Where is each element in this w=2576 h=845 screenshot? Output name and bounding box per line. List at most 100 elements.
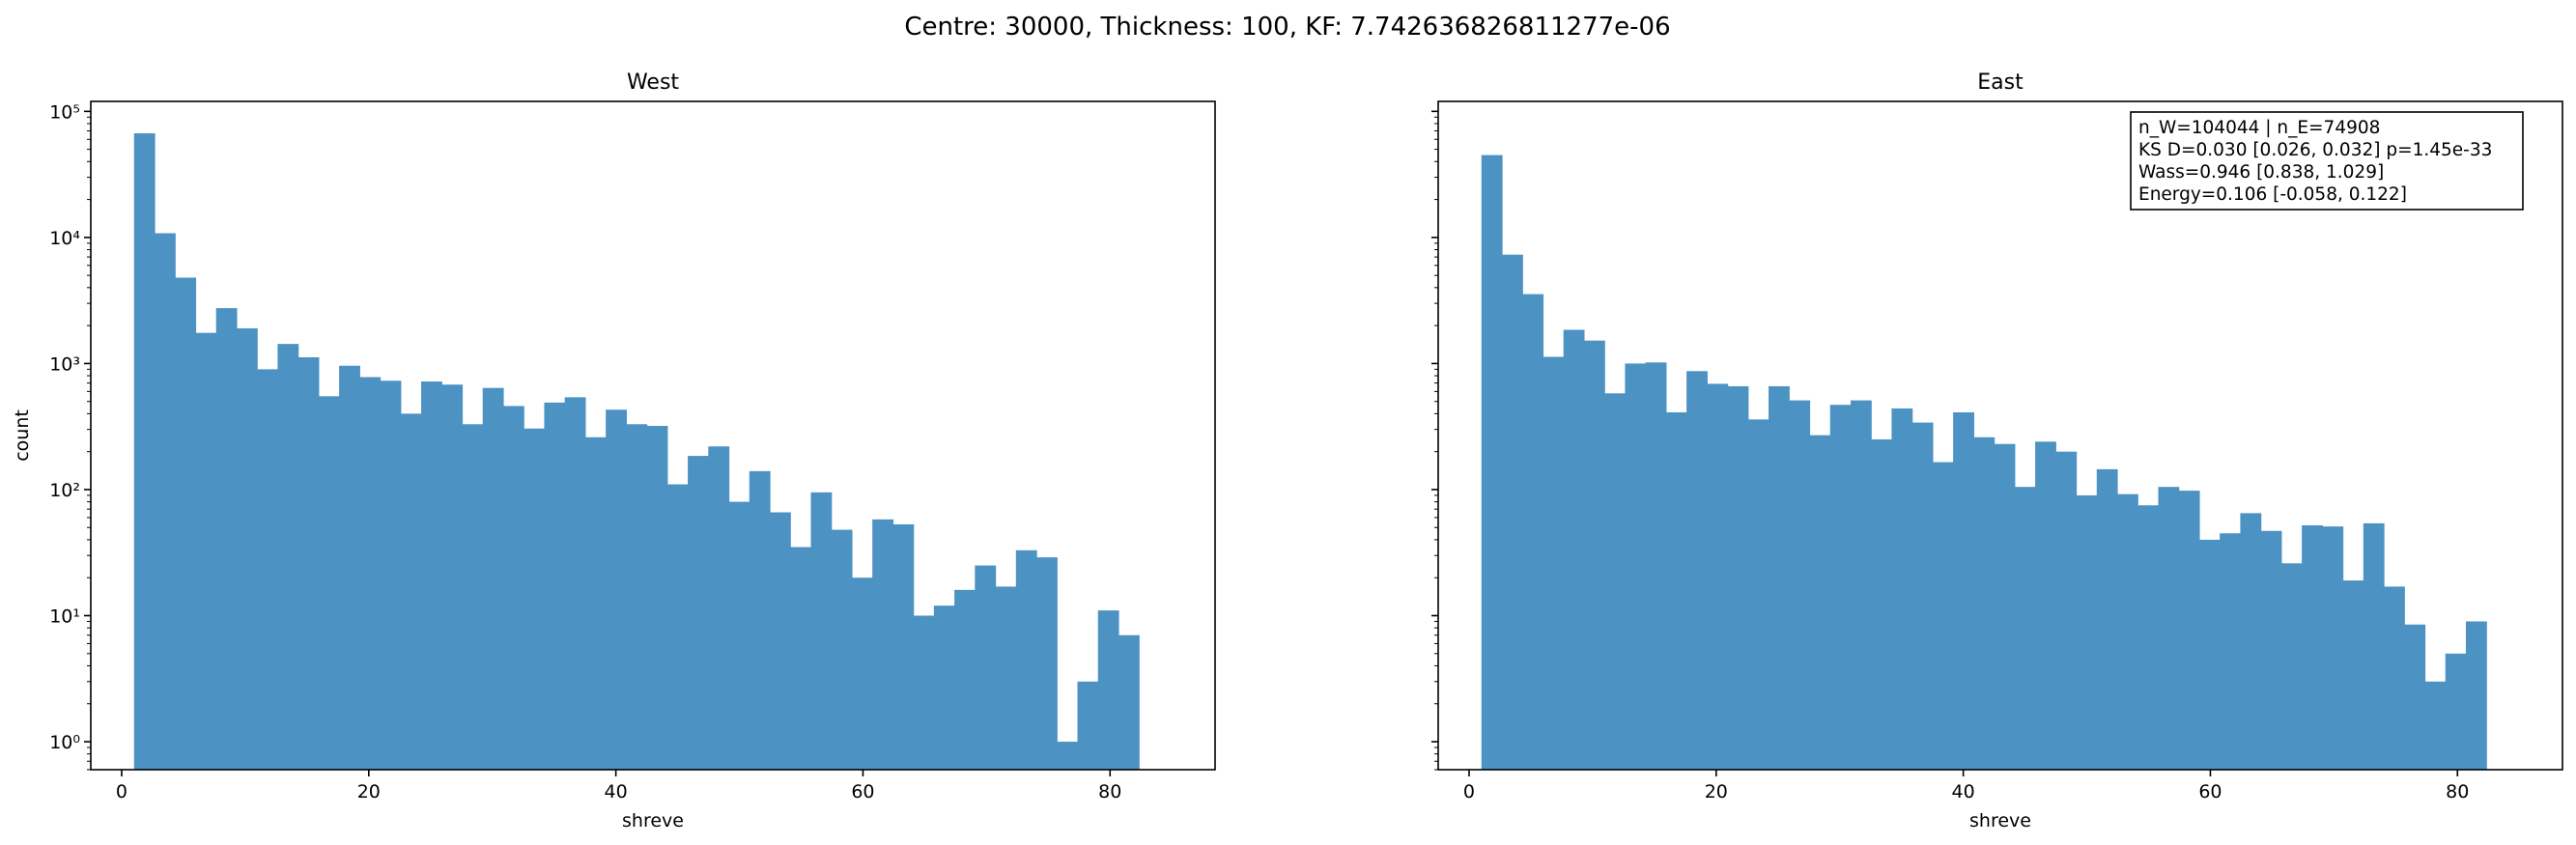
west-bar xyxy=(175,277,197,770)
east-bar xyxy=(1481,155,1503,771)
west-bar xyxy=(1097,610,1119,770)
west-xtick-label: 0 xyxy=(116,781,127,803)
west-bar xyxy=(892,523,915,770)
stats-line-energy: Energy=0.106 [-0.058, 0.122] xyxy=(2138,184,2407,205)
east-bar xyxy=(2137,505,2160,770)
east-bar xyxy=(2076,494,2098,770)
stats-line-wass: Wass=0.946 [0.838, 1.029] xyxy=(2138,162,2384,183)
east-bar xyxy=(1502,254,1523,771)
east-bar xyxy=(1563,329,1585,770)
west-bar xyxy=(810,492,833,770)
east-bar xyxy=(1891,408,1913,770)
west-bar xyxy=(1118,634,1140,770)
west-bar xyxy=(155,233,176,770)
west-bar xyxy=(1077,681,1099,770)
east-y-axis xyxy=(1431,110,1438,771)
west-bar xyxy=(995,586,1017,770)
west-bar xyxy=(954,589,976,770)
east-bar xyxy=(2302,525,2323,770)
east-bar xyxy=(2096,468,2118,770)
west-x-axis: 0 20 40 60 80 xyxy=(116,770,1121,803)
west-bar xyxy=(851,577,873,770)
east-bar xyxy=(2178,491,2200,770)
east-bar xyxy=(1583,340,1605,770)
east-xtick-label: 40 xyxy=(1952,781,1975,803)
west-ytick-label: 10⁰ xyxy=(49,732,80,753)
east-bar xyxy=(2035,441,2056,770)
west-xtick-label: 20 xyxy=(357,781,381,803)
west-bar xyxy=(339,365,360,770)
east-bar xyxy=(1911,422,1934,770)
west-bar xyxy=(626,424,648,770)
west-bar xyxy=(380,380,402,770)
west-bar xyxy=(1057,742,1079,770)
east-bar xyxy=(2445,653,2467,770)
east-bar xyxy=(2280,563,2303,770)
east-xtick-label: 20 xyxy=(1705,781,1728,803)
west-bars xyxy=(133,133,1140,771)
west-bar xyxy=(913,615,935,770)
east-bar xyxy=(2342,580,2364,770)
east-bar xyxy=(2014,487,2036,770)
west-ytick-label: 10³ xyxy=(49,353,80,375)
west-bar xyxy=(606,409,627,770)
west-bar xyxy=(133,133,156,771)
east-bar xyxy=(1686,371,1708,770)
east-x-axis: 0 20 40 60 80 xyxy=(1463,770,2469,803)
west-bar xyxy=(441,384,464,770)
west-bar xyxy=(400,413,422,770)
west-bar xyxy=(975,565,997,770)
west-bar xyxy=(872,519,893,770)
west-ytick-label: 10⁵ xyxy=(49,101,80,123)
west-bar xyxy=(359,377,382,770)
figure-suptitle: Centre: 30000, Thickness: 100, KF: 7.742… xyxy=(904,13,1670,42)
east-bar xyxy=(2363,522,2385,770)
west-bar xyxy=(728,501,750,770)
east-axes-frame xyxy=(1437,100,2563,771)
east-bar xyxy=(1727,385,1749,770)
east-bar xyxy=(2404,624,2426,770)
west-bar xyxy=(933,606,955,770)
east-bar xyxy=(1769,385,1790,770)
west-ytick-label: 10² xyxy=(49,480,80,501)
west-bar xyxy=(257,369,278,770)
east-title: East xyxy=(1977,70,2024,95)
west-bar xyxy=(195,332,217,770)
west-ytick-label: 10⁴ xyxy=(49,228,80,249)
west-bar xyxy=(584,437,607,770)
stats-line-counts: n_W=104044 | n_E=74908 xyxy=(2138,118,2380,138)
west-bar xyxy=(666,484,689,770)
east-xlabel: shreve xyxy=(1969,810,2031,831)
west-bar xyxy=(462,424,484,770)
west-bar xyxy=(544,402,566,770)
east-bar xyxy=(1973,437,1996,770)
east-bar xyxy=(2198,539,2221,770)
west-bar xyxy=(421,381,442,770)
west-xtick-label: 80 xyxy=(1098,781,1121,803)
west-title: West xyxy=(627,70,679,95)
east-bar xyxy=(2117,493,2138,770)
west-xlabel: shreve xyxy=(622,810,684,831)
west-axes-frame xyxy=(90,100,1216,771)
west-bar xyxy=(770,512,791,770)
east-bar xyxy=(2158,487,2180,770)
east-bar xyxy=(2055,451,2078,770)
west-bar xyxy=(277,344,299,770)
west-ylabel: count xyxy=(12,409,33,462)
east-bar xyxy=(1953,411,1974,770)
east-bar xyxy=(2260,530,2282,770)
west-xtick-label: 40 xyxy=(605,781,628,803)
east-bar xyxy=(2465,621,2487,770)
east-bar xyxy=(1789,400,1811,770)
east-bar xyxy=(2424,681,2447,770)
west-bar xyxy=(524,428,546,770)
east-xtick-label: 80 xyxy=(2446,781,2469,803)
east-bar xyxy=(2220,533,2241,770)
west-bar xyxy=(502,406,524,770)
west-bar xyxy=(790,547,812,770)
east-bar xyxy=(1871,439,1893,770)
east-bar xyxy=(1829,405,1852,770)
west-bar xyxy=(1015,549,1037,770)
west-bar xyxy=(688,456,709,770)
west-bar xyxy=(482,387,504,770)
